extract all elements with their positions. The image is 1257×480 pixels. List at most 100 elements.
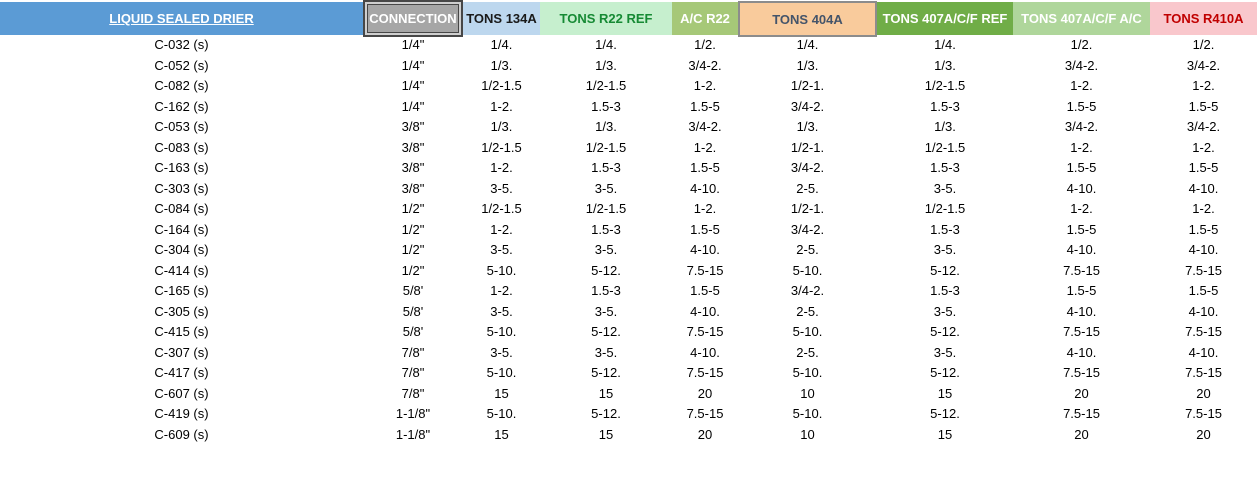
value-cell-tons-134a[interactable]: 5-10.: [486, 406, 517, 421]
value-cell-tons-r410a[interactable]: 1-2.: [1192, 78, 1215, 93]
value-cell-tons-r22-ref[interactable]: 1.5-3: [591, 283, 621, 298]
value-cell-tons-r410a[interactable]: 1.5-5: [1188, 283, 1219, 298]
value-cell-tons-r410a[interactable]: 4-10.: [1188, 344, 1219, 360]
value-cell-connection[interactable]: 1/4": [401, 78, 425, 93]
column-header-connection[interactable]: CONNECTION: [363, 0, 463, 37]
value-cell-tons-407acf-ref[interactable]: 1/2-1.5: [924, 201, 966, 216]
value-cell-ac-r22[interactable]: 7.5-15: [686, 324, 724, 339]
value-cell-connection[interactable]: 1/4": [401, 57, 425, 73]
value-cell-tons-134a[interactable]: 5-10.: [486, 324, 517, 339]
value-cell-ac-r22[interactable]: 1.5-5: [690, 160, 720, 175]
value-cell-tons-407acf-ref[interactable]: 5-12.: [930, 324, 960, 339]
value-cell-tons-407acf-ac[interactable]: 20: [1074, 426, 1089, 442]
column-header-liquid-sealed-drier[interactable]: LIQUID SEALED DRIER: [0, 2, 363, 35]
value-cell-ac-r22[interactable]: 1-2.: [693, 201, 717, 216]
value-cell-tons-407acf-ref[interactable]: 15: [937, 385, 953, 401]
model-cell[interactable]: C-162 (s): [154, 98, 209, 114]
value-cell-tons-134a[interactable]: 3-5.: [490, 344, 513, 360]
value-cell-tons-407acf-ac[interactable]: 1/2.: [1070, 37, 1093, 52]
value-cell-connection[interactable]: 1/2": [401, 221, 425, 237]
value-cell-tons-134a[interactable]: 1/4.: [490, 37, 513, 52]
value-cell-tons-134a[interactable]: 1-2.: [490, 283, 513, 298]
model-cell[interactable]: C-419 (s): [154, 406, 209, 421]
value-cell-tons-r22-ref[interactable]: 1.5-3: [591, 221, 621, 237]
model-cell[interactable]: C-304 (s): [154, 242, 209, 257]
value-cell-tons-407acf-ref[interactable]: 3-5.: [933, 344, 957, 360]
value-cell-tons-r22-ref[interactable]: 3-5.: [594, 242, 618, 257]
value-cell-tons-r22-ref[interactable]: 1/4.: [595, 37, 617, 52]
model-cell[interactable]: C-417 (s): [154, 365, 209, 380]
value-cell-connection[interactable]: 7/8": [401, 344, 425, 360]
value-cell-ac-r22[interactable]: 7.5-15: [686, 406, 724, 421]
value-cell-tons-134a[interactable]: 1/3.: [490, 57, 513, 73]
value-cell-tons-r22-ref[interactable]: 1.5-3: [591, 160, 621, 175]
value-cell-tons-404a[interactable]: 2-5.: [796, 344, 819, 360]
model-cell[interactable]: C-032 (s): [154, 37, 209, 52]
value-cell-tons-r410a[interactable]: 3/4-2.: [1186, 119, 1221, 134]
value-cell-tons-134a[interactable]: 15: [494, 385, 509, 401]
value-cell-ac-r22[interactable]: 4-10.: [690, 303, 720, 319]
column-header-tons-134a[interactable]: TONS 134A: [463, 2, 540, 35]
value-cell-tons-r22-ref[interactable]: 5-12.: [591, 406, 621, 421]
value-cell-ac-r22[interactable]: 3/4-2.: [688, 119, 722, 134]
value-cell-tons-407acf-ac[interactable]: 4-10.: [1066, 303, 1097, 319]
value-cell-tons-r410a[interactable]: 20: [1196, 426, 1211, 442]
value-cell-tons-r22-ref[interactable]: 1/3.: [595, 119, 617, 134]
value-cell-tons-407acf-ac[interactable]: 7.5-15: [1063, 406, 1100, 421]
value-cell-tons-407acf-ref[interactable]: 3-5.: [933, 242, 957, 257]
value-cell-connection[interactable]: 5/8': [402, 303, 424, 319]
value-cell-tons-134a[interactable]: 3-5.: [490, 180, 513, 196]
value-cell-tons-r410a[interactable]: 4-10.: [1188, 180, 1219, 196]
value-cell-tons-404a[interactable]: 3/4-2.: [790, 98, 825, 114]
value-cell-tons-404a[interactable]: 2-5.: [796, 303, 819, 319]
value-cell-ac-r22[interactable]: 1-2.: [693, 139, 717, 155]
model-cell[interactable]: C-414 (s): [154, 262, 209, 278]
value-cell-tons-r22-ref[interactable]: 5-12.: [591, 365, 621, 380]
column-header-tons-407acf-ref[interactable]: TONS 407A/C/F REF: [877, 2, 1013, 35]
value-cell-ac-r22[interactable]: 1/2.: [694, 37, 716, 52]
value-cell-tons-407acf-ref[interactable]: 1/2-1.5: [924, 139, 966, 155]
value-cell-ac-r22[interactable]: 3/4-2.: [688, 57, 722, 73]
model-cell[interactable]: C-607 (s): [154, 385, 209, 401]
value-cell-tons-407acf-ref[interactable]: 3-5.: [933, 303, 957, 319]
value-cell-tons-134a[interactable]: 1-2.: [490, 160, 513, 175]
value-cell-ac-r22[interactable]: 20: [697, 385, 713, 401]
value-cell-tons-404a[interactable]: 1/4.: [796, 37, 819, 52]
value-cell-tons-r410a[interactable]: 1.5-5: [1188, 98, 1219, 114]
value-cell-tons-r410a[interactable]: 1/2.: [1192, 37, 1215, 52]
value-cell-tons-r410a[interactable]: 7.5-15: [1185, 365, 1222, 380]
model-cell[interactable]: C-165 (s): [154, 283, 209, 298]
value-cell-tons-r22-ref[interactable]: 15: [598, 426, 614, 442]
value-cell-tons-r410a[interactable]: 4-10.: [1188, 242, 1219, 257]
value-cell-connection[interactable]: 1/2": [401, 242, 425, 257]
model-cell[interactable]: C-084 (s): [154, 201, 209, 216]
value-cell-tons-r22-ref[interactable]: 3-5.: [594, 180, 618, 196]
value-cell-connection[interactable]: 1/2": [401, 201, 425, 216]
column-header-tons-404a[interactable]: TONS 404A: [738, 1, 877, 37]
value-cell-ac-r22[interactable]: 20: [697, 426, 713, 442]
model-cell[interactable]: C-083 (s): [154, 139, 209, 155]
value-cell-tons-407acf-ref[interactable]: 1/3.: [934, 119, 956, 134]
model-cell[interactable]: C-305 (s): [154, 303, 209, 319]
value-cell-connection[interactable]: 5/8': [402, 283, 424, 298]
value-cell-connection[interactable]: 1/2": [401, 262, 425, 278]
value-cell-tons-407acf-ref[interactable]: 1.5-3: [930, 98, 960, 114]
value-cell-tons-407acf-ref[interactable]: 15: [937, 426, 953, 442]
value-cell-tons-404a[interactable]: 10: [800, 426, 815, 442]
value-cell-tons-404a[interactable]: 5-10.: [792, 324, 823, 339]
column-header-ac-r22[interactable]: A/C R22: [672, 2, 738, 35]
value-cell-tons-r22-ref[interactable]: 1.5-3: [591, 98, 621, 114]
value-cell-tons-r22-ref[interactable]: 15: [598, 385, 614, 401]
column-header-tons-r410a[interactable]: TONS R410A: [1150, 2, 1257, 35]
value-cell-tons-134a[interactable]: 1-2.: [490, 221, 513, 237]
value-cell-connection[interactable]: 7/8": [401, 385, 425, 401]
column-header-tons-r22-ref[interactable]: TONS R22 REF: [540, 2, 672, 35]
value-cell-tons-407acf-ref[interactable]: 3-5.: [933, 180, 957, 196]
value-cell-connection[interactable]: 5/8': [402, 324, 424, 339]
value-cell-connection[interactable]: 1/4": [401, 98, 425, 114]
value-cell-tons-407acf-ac[interactable]: 3/4-2.: [1064, 57, 1099, 73]
model-cell[interactable]: C-307 (s): [154, 344, 209, 360]
model-cell[interactable]: C-082 (s): [154, 78, 209, 93]
value-cell-tons-134a[interactable]: 1/2-1.5: [481, 139, 522, 155]
value-cell-tons-r410a[interactable]: 7.5-15: [1185, 406, 1222, 421]
